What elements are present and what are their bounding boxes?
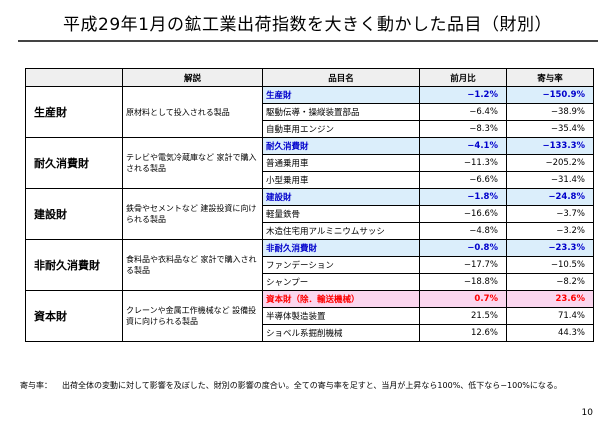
page-title: 平成29年1月の鉱工業出荷指数を大きく動かした品目（財別）: [63, 15, 552, 35]
header-description: 解説: [122, 68, 263, 87]
table-row: 普通乗用車 −11.3% −205.2%: [26, 154, 594, 172]
table-row: ショベル系掘削機械 12.6% 44.3%: [26, 324, 594, 342]
month-over-month-change: −17.7%: [419, 256, 507, 274]
item-name: 自動車用エンジン: [262, 120, 420, 138]
table-row: 駆動伝導・操縦装置部品 −6.4% −38.9%: [26, 103, 594, 121]
item-name: 非耐久消費財: [262, 239, 420, 257]
table-body: 生産財 原材料として投入される製品 生産財 −1.2% −150.9% 駆動伝導・操縦装置…: [25, 86, 594, 342]
table-row: 資本財 クレーンや金属工作機械など 設備投資に向けられる製品 資本財（除．輸送機械）…: [25, 290, 594, 342]
month-over-month-change: −4.1%: [419, 137, 507, 155]
item-name: 生産財: [262, 86, 420, 104]
footnote-label: 寄与率：: [20, 381, 52, 390]
month-over-month-change: −16.6%: [419, 205, 507, 223]
category-label: 非耐久消費財: [25, 239, 123, 291]
category-description: クレーンや金属工作機械など 設備投資に向けられる製品: [122, 290, 263, 342]
header-contribution: 寄与率: [506, 68, 594, 87]
title-divider: [18, 40, 598, 42]
table-row: 非耐久消費財 食料品や衣料品など 家計で購入される製品 非耐久消費財 −0.8% −23…: [25, 239, 594, 291]
table-row: シャンプー −18.8% −8.2%: [26, 273, 594, 291]
month-over-month-change: −4.8%: [419, 222, 507, 240]
category-label: 建設財: [25, 188, 123, 240]
item-name: 駆動伝導・操縦装置部品: [262, 103, 420, 121]
month-over-month-change: −8.3%: [419, 120, 507, 138]
category-description: 鉄骨やセメントなど 建設投資に向けられる製品: [122, 188, 263, 240]
header-item: 品目名: [262, 68, 420, 87]
item-name: 普通乗用車: [262, 154, 420, 172]
month-over-month-change: −6.4%: [419, 103, 507, 121]
contribution-rate: −38.9%: [506, 103, 594, 121]
item-name: ファンデーション: [262, 256, 420, 274]
month-over-month-change: 0.7%: [419, 290, 507, 308]
month-over-month-change: 21.5%: [419, 307, 507, 325]
contribution-rate: −10.5%: [506, 256, 594, 274]
month-over-month-change: −1.2%: [419, 86, 507, 104]
table-row: 建設財 鉄骨やセメントなど 建設投資に向けられる製品 建設財 −1.8% −24.8%: [25, 188, 594, 240]
header-category: [25, 68, 123, 87]
category-label: 耐久消費財: [25, 137, 123, 189]
page-number: 10: [581, 408, 593, 418]
month-over-month-change: −18.8%: [419, 273, 507, 291]
contribution-rate: −3.7%: [506, 205, 594, 223]
table-row: 耐久消費財 テレビや電気冷蔵庫など 家計で購入される製品 耐久消費財 −4.1% −13…: [25, 137, 594, 189]
item-name: 軽量鉄骨: [262, 205, 420, 223]
contribution-rate: −8.2%: [506, 273, 594, 291]
item-name: 耐久消費財: [262, 137, 420, 155]
footnote-text: 出荷全体の変動に対して影響を及ぼした、財別の影響の度合い。全ての寄与率を足すと、…: [62, 381, 562, 390]
month-over-month-change: −1.8%: [419, 188, 507, 206]
contribution-rate: −133.3%: [506, 137, 594, 155]
table-header-row: 解説 品目名 前月比 寄与率: [25, 68, 594, 87]
contribution-rate: 44.3%: [506, 324, 594, 342]
contribution-rate: −205.2%: [506, 154, 594, 172]
contribution-rate: 23.6%: [506, 290, 594, 308]
month-over-month-change: 12.6%: [419, 324, 507, 342]
item-name: 木造住宅用アルミニウムサッシ: [262, 222, 420, 240]
category-label: 資本財: [25, 290, 123, 342]
month-over-month-change: −11.3%: [419, 154, 507, 172]
item-name: 資本財（除．輸送機械）: [262, 290, 420, 308]
item-name: 建設財: [262, 188, 420, 206]
contribution-rate: −23.3%: [506, 239, 594, 257]
goods-table: 解説 品目名 前月比 寄与率 生産財 原材料として投入される製品 生産財 −1.2% −…: [25, 68, 594, 342]
contribution-rate: −24.8%: [506, 188, 594, 206]
item-name: 半導体製造装置: [262, 307, 420, 325]
item-name: シャンプー: [262, 273, 420, 291]
contribution-rate: −3.2%: [506, 222, 594, 240]
contribution-rate: −31.4%: [506, 171, 594, 189]
header-mom: 前月比: [419, 68, 507, 87]
month-over-month-change: −6.6%: [419, 171, 507, 189]
category-description: テレビや電気冷蔵庫など 家計で購入される製品: [122, 137, 263, 189]
footnote: 寄与率： 出荷全体の変動に対して影響を及ぼした、財別の影響の度合い。全ての寄与率を…: [20, 380, 600, 391]
table-row: 生産財 原材料として投入される製品 生産財 −1.2% −150.9%: [25, 86, 594, 138]
category-description: 原材料として投入される製品: [122, 86, 263, 138]
contribution-rate: −35.4%: [506, 120, 594, 138]
table-row: 小型乗用車 −6.6% −31.4%: [26, 171, 594, 189]
contribution-rate: −150.9%: [506, 86, 594, 104]
table-row: 木造住宅用アルミニウムサッシ −4.8% −3.2%: [26, 222, 594, 240]
category-description: 食料品や衣料品など 家計で購入される製品: [122, 239, 263, 291]
month-over-month-change: −0.8%: [419, 239, 507, 257]
contribution-rate: 71.4%: [506, 307, 594, 325]
item-name: 小型乗用車: [262, 171, 420, 189]
category-label: 生産財: [25, 86, 123, 138]
item-name: ショベル系掘削機械: [262, 324, 420, 342]
